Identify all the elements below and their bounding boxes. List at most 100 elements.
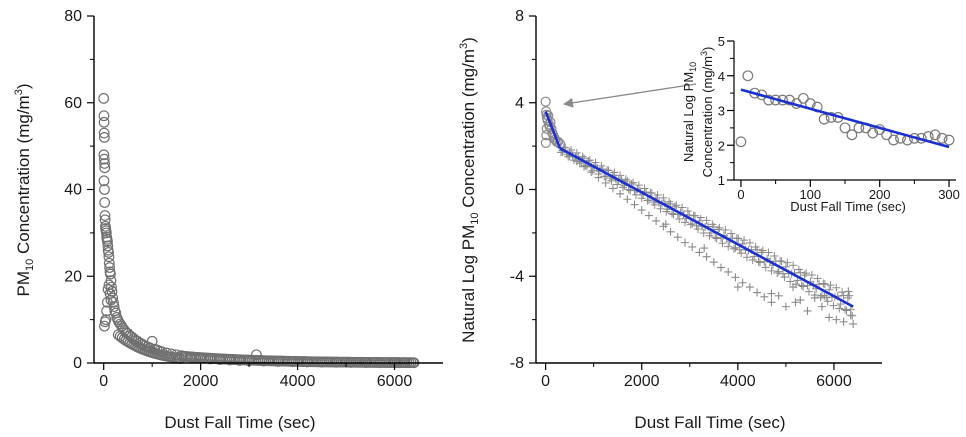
right-plus-point <box>823 297 832 306</box>
right-plus-point <box>714 225 723 234</box>
left-data-point <box>98 110 110 122</box>
right-x-tick-label: 0 <box>541 373 550 390</box>
right-plus-point <box>683 206 692 215</box>
right-plus-point <box>572 148 581 157</box>
right-x-tick-label: 6000 <box>816 373 852 390</box>
right-plus-point <box>721 226 730 235</box>
right-plus-point <box>734 234 743 243</box>
inset-data-point <box>784 94 795 106</box>
left-data-point <box>103 251 115 263</box>
left-data-point <box>98 153 110 165</box>
right-plus-point <box>774 291 783 300</box>
right-plus-point <box>672 201 681 210</box>
right-plus-point <box>783 258 792 267</box>
right-plus-point <box>767 298 776 307</box>
inset-x-tick-label: 200 <box>869 187 891 202</box>
right-plus-point <box>740 236 749 245</box>
right-plus-point <box>724 242 733 251</box>
right-plus-point <box>810 291 819 300</box>
inset-x-tick-label: 0 <box>737 187 744 202</box>
inset-data-point <box>929 129 941 141</box>
right-plus-point <box>700 244 709 253</box>
right-plus-point <box>789 261 798 270</box>
right-plus-point <box>760 292 769 301</box>
right-plus-point <box>711 233 720 242</box>
right-fit-lines <box>544 110 854 308</box>
right-plus-point <box>691 211 700 220</box>
inset-data-point <box>846 129 858 141</box>
right-y-tick-label: -4 <box>510 268 524 285</box>
right-circle-point <box>540 96 551 107</box>
right-plus-point <box>738 278 747 287</box>
right-plus-point <box>807 271 816 280</box>
right-plus-point <box>724 267 733 276</box>
right-plus-point <box>796 268 805 277</box>
right-fit-line <box>544 110 562 149</box>
right-plus-point <box>678 203 687 212</box>
left-data-point <box>103 257 115 269</box>
right-plus-point <box>718 239 727 248</box>
right-x-tick-label: 4000 <box>720 373 756 390</box>
right-plus-point <box>702 252 711 261</box>
inset-y-tick-label: 5 <box>718 34 725 49</box>
inset-ticks: 0 100 200 300 1 2 3 4 5 <box>718 34 960 202</box>
left-data-point <box>98 175 110 187</box>
inset-data-point <box>943 134 955 146</box>
right-plus-point <box>652 216 661 225</box>
right-y-axis-title: Natural Log PM10 Concentration (mg/m3) <box>458 37 481 343</box>
right-plus-point <box>585 156 594 165</box>
right-plus-point <box>804 287 813 296</box>
left-data-point <box>105 268 116 280</box>
inset-data-point <box>735 136 747 148</box>
inset-x-tick-label: 100 <box>799 187 821 202</box>
right-plus-point <box>745 283 754 292</box>
right-plus-point <box>688 242 697 251</box>
right-plus-point <box>786 277 795 286</box>
left-data-point <box>105 294 117 306</box>
inset-data-point <box>888 134 899 146</box>
left-data-point <box>99 162 111 174</box>
right-plus-point <box>781 302 790 311</box>
right-plus-point <box>613 180 622 189</box>
right-plus-point <box>838 288 847 297</box>
left-data-point <box>102 240 114 252</box>
right-plus-point <box>822 293 831 302</box>
right-plus-point <box>826 281 835 290</box>
right-circle-point <box>540 137 551 148</box>
right-plus-point <box>848 311 857 320</box>
right-plus-point <box>712 234 721 243</box>
inset-fit-line <box>740 88 950 149</box>
left-x-tick-label: 0 <box>99 373 108 390</box>
left-chart: 0 2000 4000 6000 0 20 40 60 80 Dust Fall Time (s… <box>13 8 443 432</box>
right-plus-point <box>843 293 852 302</box>
right-plus-point <box>764 248 773 257</box>
left-data-point <box>104 288 116 300</box>
left-data-point <box>104 262 116 273</box>
inset-y-axis-title-line1: Natural Log PM10 <box>681 62 698 162</box>
left-y-tick-label: 20 <box>64 268 82 285</box>
right-plus-point <box>680 218 689 227</box>
right-plus-point <box>776 256 785 265</box>
left-data-point <box>99 210 111 221</box>
right-plus-point <box>825 313 834 322</box>
left-data-point <box>99 214 111 226</box>
left-data-point <box>98 127 110 139</box>
right-plus-point <box>767 289 776 298</box>
left-data-point <box>102 236 113 247</box>
right-plus-point <box>661 220 670 229</box>
right-circle-point <box>541 130 552 141</box>
left-x-tick-label: 6000 <box>377 373 413 390</box>
right-plus-point <box>817 302 826 311</box>
right-plus-point <box>761 263 770 272</box>
right-plus-point <box>637 206 646 215</box>
right-plus-point <box>591 158 600 167</box>
left-data-point <box>101 305 113 317</box>
right-plus-point <box>688 219 697 228</box>
inset-data-point <box>936 132 948 144</box>
right-plus-point <box>630 200 639 209</box>
right-plus-point <box>755 258 764 267</box>
right-y-tick-label: -8 <box>510 355 524 372</box>
inset-data-point <box>797 92 809 104</box>
right-plus-point <box>629 178 638 187</box>
right-plus-point <box>650 200 659 209</box>
